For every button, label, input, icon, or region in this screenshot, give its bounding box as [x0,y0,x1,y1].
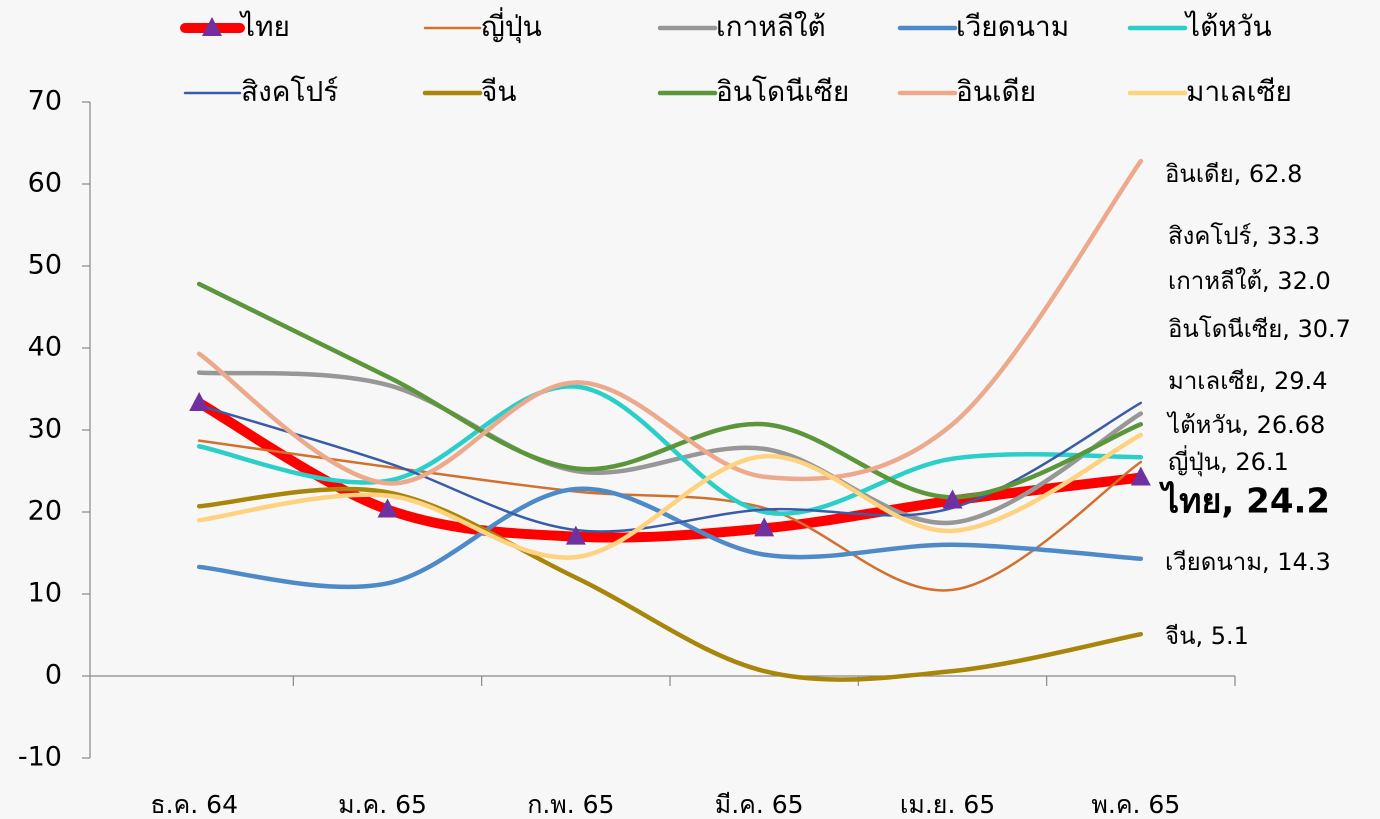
y-tick-label: 10 [28,578,62,609]
marker [565,525,586,545]
legend-label: อินเดีย [956,75,1036,108]
series-line [196,432,1144,560]
x-tick-label: มี.ค. 65 [715,790,804,819]
annotation: เวียดนาม, 14.3 [1165,548,1331,576]
annotation: สิงคโปร์, 33.3 [1168,222,1320,250]
series-line [196,384,1144,516]
y-tick-label: -10 [18,742,62,773]
y-tick-label: 70 [28,86,62,117]
annotation: อินเดีย, 62.8 [1165,160,1302,188]
y-tick-label: 50 [28,250,62,281]
annotation: อินโดนีเซีย, 30.7 [1168,315,1351,343]
y-tick-label: 30 [28,414,62,445]
series-line [196,486,1144,682]
x-tick-label: ก.พ. 65 [527,790,614,819]
marker [377,498,398,518]
annotation: ไต้หวัน, 26.68 [1166,411,1325,439]
legend-label: จีน [481,75,517,108]
y-tick-label: 60 [28,168,62,199]
legend-label: ญี่ปุ่น [481,7,542,44]
annotation: ญี่ปุ่น, 26.1 [1168,445,1289,477]
x-tick-label: พ.ค. 65 [1091,790,1180,819]
annotation: จีน, 5.1 [1165,622,1249,650]
x-tick-label: ธ.ค. 64 [150,790,238,819]
x-tick-label: เม.ย. 65 [900,790,995,819]
marker [754,517,775,537]
legend-label: เกาหลีใต้ [716,10,826,43]
x-tick-label: ม.ค. 65 [338,790,427,819]
legend-marker [202,17,222,36]
legend-label: ไต้หวัน [1184,10,1272,43]
y-tick-label: 0 [45,660,62,691]
y-tick-label: 40 [28,332,62,363]
marker [942,489,963,509]
series-line [196,486,1144,590]
annotation: มาเลเซีย, 29.4 [1168,367,1327,395]
series-line [197,401,1143,533]
series-line [196,158,1144,486]
y-tick-label: 20 [28,496,62,527]
legend-label: ไทย [239,10,290,43]
legend-label: สิงคโปร์ [241,75,338,108]
legend-label: เวียดนาม [956,10,1069,43]
legend-label: อินโดนีเซีย [716,75,849,108]
series-line [196,281,1144,500]
legend-label: มาเลเซีย [1186,75,1292,108]
annotation: ไทย, 24.2 [1159,481,1330,522]
marker [1130,466,1151,486]
series-line [197,439,1143,592]
marker [189,391,210,411]
annotation: เกาหลีใต้, 32.0 [1168,267,1331,295]
